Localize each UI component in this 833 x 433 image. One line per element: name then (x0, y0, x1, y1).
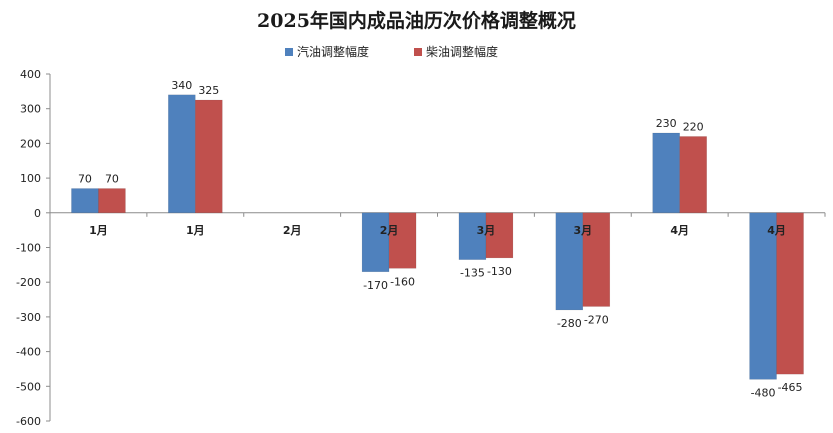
data-label-gasoline: 340 (171, 79, 192, 92)
x-category-label: 3月 (573, 224, 592, 237)
data-label-diesel: 70 (105, 173, 119, 186)
x-category-label: 1月 (89, 224, 108, 237)
y-tick-label: -600 (16, 415, 41, 428)
data-label-diesel: -270 (584, 313, 609, 326)
bar-gasoline (555, 212, 584, 311)
bar-diesel (195, 99, 223, 214)
legend-swatch-gasoline (285, 47, 293, 56)
data-label-diesel: -465 (778, 381, 803, 394)
y-tick-label: -500 (16, 380, 41, 393)
y-tick-label: 400 (20, 68, 41, 81)
x-category-label: 2月 (380, 224, 399, 237)
bar-diesel (388, 212, 417, 269)
data-label-diesel: 325 (198, 84, 219, 97)
bar-gasoline (652, 132, 680, 214)
data-label-gasoline: 230 (656, 117, 677, 130)
data-label-gasoline: -135 (460, 267, 485, 280)
y-tick-label: -100 (16, 242, 41, 255)
bar-diesel (98, 188, 126, 214)
legend-label-diesel: 柴油调整幅度 (426, 45, 499, 59)
y-tick-label: -400 (16, 346, 41, 359)
bar-gasoline (749, 212, 777, 380)
bar-diesel (582, 212, 611, 307)
legend-item-gasoline: 汽油调整幅度 (285, 43, 369, 60)
x-category-label: 4月 (670, 224, 689, 237)
legend-label-gasoline: 汽油调整幅度 (297, 45, 370, 59)
x-category-label: 1月 (186, 224, 205, 237)
y-tick-label: 0 (34, 207, 41, 220)
y-tick-label: -300 (16, 311, 41, 324)
x-category-label: 2月 (283, 224, 302, 237)
y-tick-label: 200 (20, 137, 41, 150)
data-label-gasoline: -480 (751, 386, 776, 399)
y-tick-label: -200 (16, 276, 41, 289)
data-label-diesel: 220 (683, 120, 704, 133)
legend-swatch-diesel (414, 47, 423, 56)
x-category-label: 3月 (477, 224, 496, 237)
legend: 汽油调整幅度 柴油调整幅度 (285, 43, 498, 60)
data-label-gasoline: -280 (557, 317, 582, 330)
data-label-diesel: -130 (487, 265, 512, 278)
bar-gasoline (71, 188, 99, 214)
data-label-gasoline: 70 (78, 173, 92, 186)
data-label-diesel: -160 (390, 275, 415, 288)
x-category-label: 4月 (767, 224, 786, 237)
chart-title: 2025年国内成品油历次价格调整概况 (257, 10, 576, 32)
bar-diesel (776, 212, 804, 375)
legend-item-diesel: 柴油调整幅度 (414, 43, 498, 60)
bar-diesel (679, 136, 707, 214)
bar-gasoline (361, 212, 390, 273)
bar-diesel (485, 212, 514, 259)
bar-gasoline (458, 212, 487, 260)
bar-gasoline (168, 94, 196, 214)
y-tick-label: 100 (20, 172, 41, 185)
y-tick-label: 300 (20, 103, 41, 116)
data-label-gasoline: -170 (363, 279, 388, 292)
